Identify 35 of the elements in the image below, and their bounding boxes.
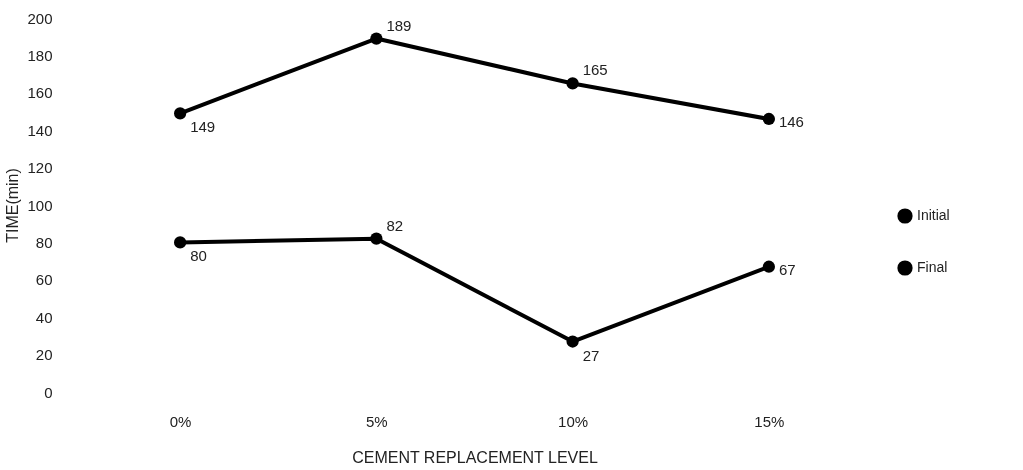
- data-label: 80: [190, 247, 207, 265]
- x-tick-label: 15%: [754, 412, 785, 430]
- data-label: 165: [582, 61, 608, 79]
- y-axis-title: TIME(min): [4, 168, 22, 243]
- x-axis-title: CEMENT REPLACEMENT LEVEL: [352, 448, 598, 466]
- point: [762, 260, 775, 273]
- x-tick-label: 0%: [169, 412, 192, 430]
- y-tick-label: 80: [35, 233, 53, 251]
- y-tick-label: 180: [27, 46, 53, 64]
- y-tick-label: 160: [27, 84, 53, 102]
- y-tick-label: 60: [35, 271, 53, 289]
- point: [566, 77, 579, 90]
- point: [370, 232, 383, 245]
- point: [174, 236, 187, 249]
- legend-label: Final: [917, 259, 948, 275]
- data-label: 146: [778, 112, 804, 130]
- data-label: 67: [778, 260, 796, 278]
- data-label: 82: [386, 216, 404, 234]
- x-tick-label: 10%: [558, 412, 589, 430]
- x-tick-label: 5%: [366, 412, 388, 430]
- data-label: 189: [386, 16, 412, 34]
- data-label: 149: [190, 118, 216, 136]
- y-tick-label: 0: [44, 383, 53, 401]
- y-tick-label: 120: [27, 159, 53, 177]
- point: [762, 112, 775, 126]
- data-label: 27: [582, 346, 600, 364]
- point: [370, 32, 383, 45]
- point: [566, 335, 579, 348]
- y-tick-label: 40: [35, 308, 53, 326]
- y-tick-label: 200: [27, 9, 53, 27]
- y-tick-label: 140: [27, 121, 53, 139]
- y-tick-label: 20: [35, 346, 53, 364]
- point: [174, 107, 187, 120]
- y-tick-label: 100: [27, 196, 53, 214]
- legend-label: Initial: [917, 207, 950, 223]
